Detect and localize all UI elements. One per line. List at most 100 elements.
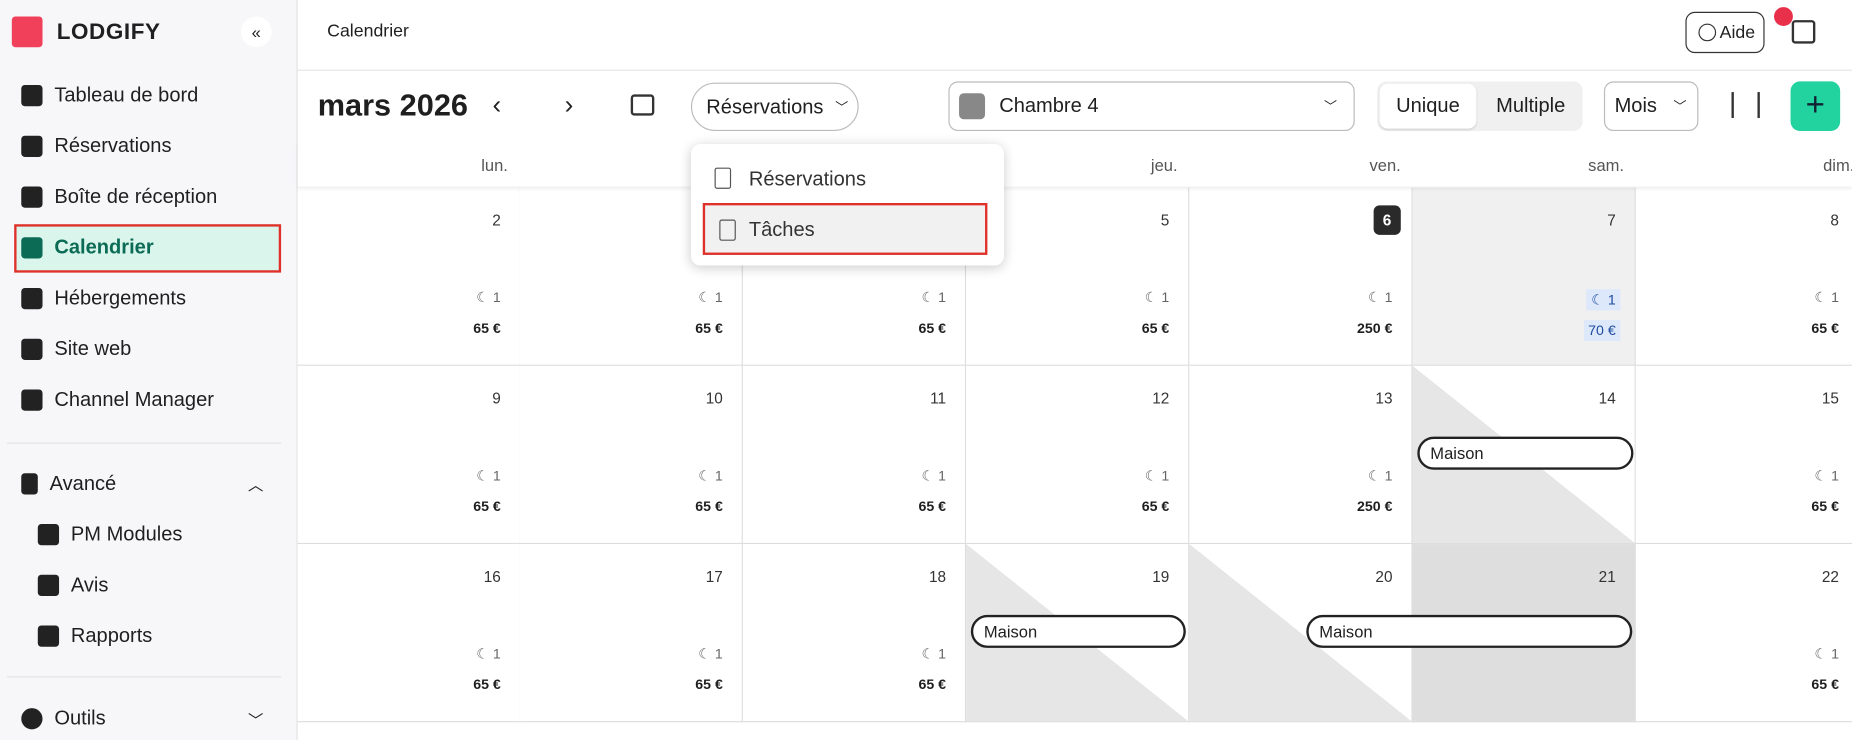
mode-option[interactable]: Unique — [1379, 83, 1477, 129]
mode-toggle: Unique Multiple — [1377, 81, 1583, 132]
day-number: 5 — [1160, 211, 1170, 229]
price: 65 € — [918, 498, 947, 515]
separator — [7, 676, 282, 678]
separator — [7, 442, 282, 444]
nav-item[interactable]: Site web — [21, 335, 131, 363]
chevron: ﹀ — [248, 711, 264, 730]
chevron: ︿ — [248, 475, 264, 494]
day-cell[interactable]: 16 ☾ 1 65 € — [297, 544, 521, 723]
add-button[interactable]: + — [1790, 81, 1841, 132]
price: 65 € — [1141, 319, 1170, 337]
nights: ☾ 1 — [1367, 467, 1393, 484]
nav-item[interactable]: Tableau de bord — [21, 81, 198, 109]
month-title: mars 2026 — [317, 87, 468, 123]
nights: ☾ 1 — [1814, 467, 1839, 484]
view-select[interactable]: Réservations ﹀ — [690, 82, 859, 132]
gift-icon[interactable] — [1791, 20, 1816, 44]
nav-label: PM Modules — [70, 522, 183, 546]
nav-icon — [21, 287, 43, 310]
day-number: 12 — [1152, 389, 1170, 408]
day-number: 6 — [1373, 205, 1401, 235]
day-cell[interactable]: 17 ☾ 1 65 € — [519, 544, 743, 723]
day-number: 9 — [492, 389, 501, 408]
nav-icon — [37, 625, 60, 647]
price: 65 € — [918, 319, 947, 337]
nights: ☾ 1 — [476, 645, 501, 663]
day-number: 2 — [492, 211, 501, 229]
nav-item[interactable]: Channel Manager — [21, 386, 214, 414]
prev-button[interactable]: ‹ — [492, 89, 502, 120]
price: 65 € — [695, 319, 723, 337]
nav-item[interactable]: Avis — [37, 571, 109, 599]
day-cell[interactable]: 10 ☾ 1 65 € — [519, 365, 743, 545]
day-number: 10 — [705, 389, 723, 408]
nights: ☾ 1 — [476, 467, 501, 484]
booking[interactable]: Maison — [1417, 436, 1634, 470]
menu-item[interactable]: Réservations — [748, 167, 867, 191]
day-number: 17 — [705, 567, 723, 586]
mode-option[interactable]: Multiple — [1496, 94, 1566, 117]
filter-icon[interactable] — [1731, 92, 1760, 119]
dropdown-menu: Réservations Tâches — [690, 143, 1004, 266]
price: 250 € — [1357, 319, 1393, 337]
nights: ☾ 1 — [698, 289, 723, 306]
nav-item[interactable]: Réservations — [21, 132, 172, 160]
day-number: 11 — [930, 389, 947, 408]
date-picker[interactable] — [630, 94, 655, 116]
nav-icon — [21, 389, 43, 411]
page-title: Calendrier — [327, 21, 409, 42]
day-cell[interactable]: 2 ☾ 1 65 € — [297, 187, 521, 366]
nights: ☾ 1 — [1814, 645, 1839, 663]
nav-section[interactable]: Outils — [21, 705, 106, 733]
nav-item[interactable]: PM Modules — [37, 520, 183, 548]
day-cell[interactable]: 12 ☾ 1 65 € — [966, 365, 1190, 545]
nights: ☾ 1 — [1144, 467, 1170, 484]
day-cell[interactable]: 13 ☾ 1 250 € — [1189, 365, 1413, 545]
nights: ☾ 1 — [921, 467, 947, 484]
nav-icon — [21, 338, 43, 360]
day-number: 14 — [1598, 389, 1616, 408]
nav-label: Réservations — [54, 134, 172, 157]
menu-icon — [714, 167, 732, 189]
day-number: 21 — [1598, 567, 1616, 586]
day-cell[interactable]: 22 ☾ 1 65 € — [1635, 544, 1852, 723]
header: Calendrier Aide — [297, 0, 1852, 71]
nav-item[interactable]: Hébergements — [21, 284, 186, 312]
day-cell[interactable]: 18 ☾ 1 65 € — [742, 544, 967, 723]
price: 65 € — [695, 498, 723, 515]
price: 65 € — [695, 676, 723, 693]
day-cell[interactable]: 9 ☾ 1 65 € — [297, 365, 521, 545]
day-cell[interactable]: 6 ☾ 1 250 € — [1189, 187, 1413, 366]
price: 65 € — [1811, 319, 1839, 337]
nav-item[interactable]: Boîte de réception — [21, 183, 217, 211]
period-label: Mois — [1614, 94, 1657, 117]
collapse[interactable]: « — [240, 16, 272, 48]
property-select[interactable]: Chambre 4 ﹀ — [948, 81, 1355, 132]
nav-label: Hébergements — [54, 286, 187, 310]
nav-icon — [37, 574, 60, 597]
nav-item[interactable]: Calendrier — [21, 234, 154, 262]
menu-item[interactable]: Tâches — [748, 218, 815, 241]
nights: ☾ 1 — [1144, 289, 1170, 306]
next-button[interactable]: › — [564, 89, 574, 120]
active-highlight — [14, 224, 282, 273]
help-icon — [1698, 23, 1717, 42]
booking[interactable]: Maison — [1306, 614, 1633, 648]
day-cell[interactable]: 11 ☾ 1 65 € — [742, 365, 967, 545]
period-select[interactable]: Mois ﹀ — [1603, 81, 1699, 132]
weekday-label: jeu. — [1150, 155, 1178, 175]
menu-item-selected[interactable] — [702, 202, 988, 255]
day-cell[interactable]: 5 ☾ 1 65 € — [966, 187, 1190, 366]
nights: ☾ 1 — [1367, 289, 1393, 306]
nav-section[interactable]: Avancé — [21, 470, 116, 498]
logo — [11, 16, 43, 48]
day-cell[interactable]: 8 ☾ 1 65 € — [1635, 187, 1852, 366]
booking[interactable]: Maison — [970, 614, 1186, 648]
day-number: 7 — [1607, 211, 1616, 229]
nav-item[interactable]: Rapports — [37, 622, 153, 650]
day-cell[interactable]: 7 ☾ 1 70 € — [1412, 187, 1636, 366]
day-cell[interactable]: 15 ☾ 1 65 € — [1635, 365, 1852, 545]
day-number: 8 — [1830, 211, 1839, 229]
help-button[interactable]: Aide — [1685, 11, 1765, 54]
nights: ☾ 1 — [1814, 289, 1839, 306]
